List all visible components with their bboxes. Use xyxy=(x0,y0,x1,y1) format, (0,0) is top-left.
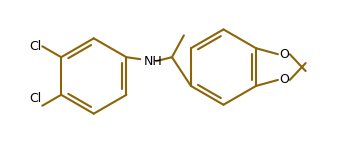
Text: Cl: Cl xyxy=(29,92,41,105)
Text: O: O xyxy=(279,73,289,86)
Text: O: O xyxy=(279,48,289,61)
Text: Cl: Cl xyxy=(29,40,41,53)
Text: NH: NH xyxy=(144,55,163,68)
